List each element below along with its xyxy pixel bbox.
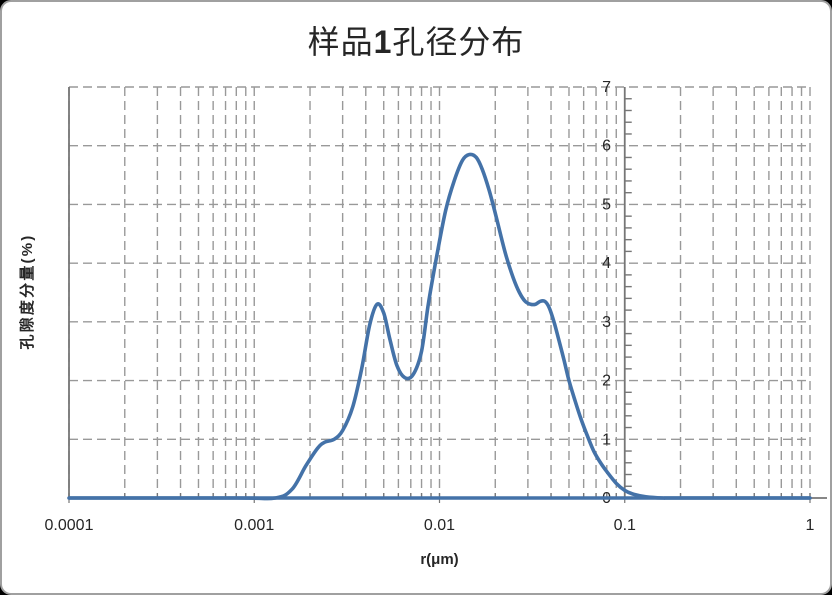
svg-text:1: 1 [806,517,815,534]
svg-text:0.1: 0.1 [614,517,636,534]
svg-text:2: 2 [602,373,611,390]
svg-text:1: 1 [602,431,611,448]
svg-text:0.001: 0.001 [234,517,274,534]
svg-text:3: 3 [602,314,611,331]
svg-text:0.0001: 0.0001 [45,517,94,534]
svg-text:7: 7 [602,79,611,96]
svg-text:6: 6 [602,138,611,155]
svg-text:5: 5 [602,196,611,213]
svg-text:4: 4 [602,255,611,272]
svg-text:0.01: 0.01 [424,517,455,534]
